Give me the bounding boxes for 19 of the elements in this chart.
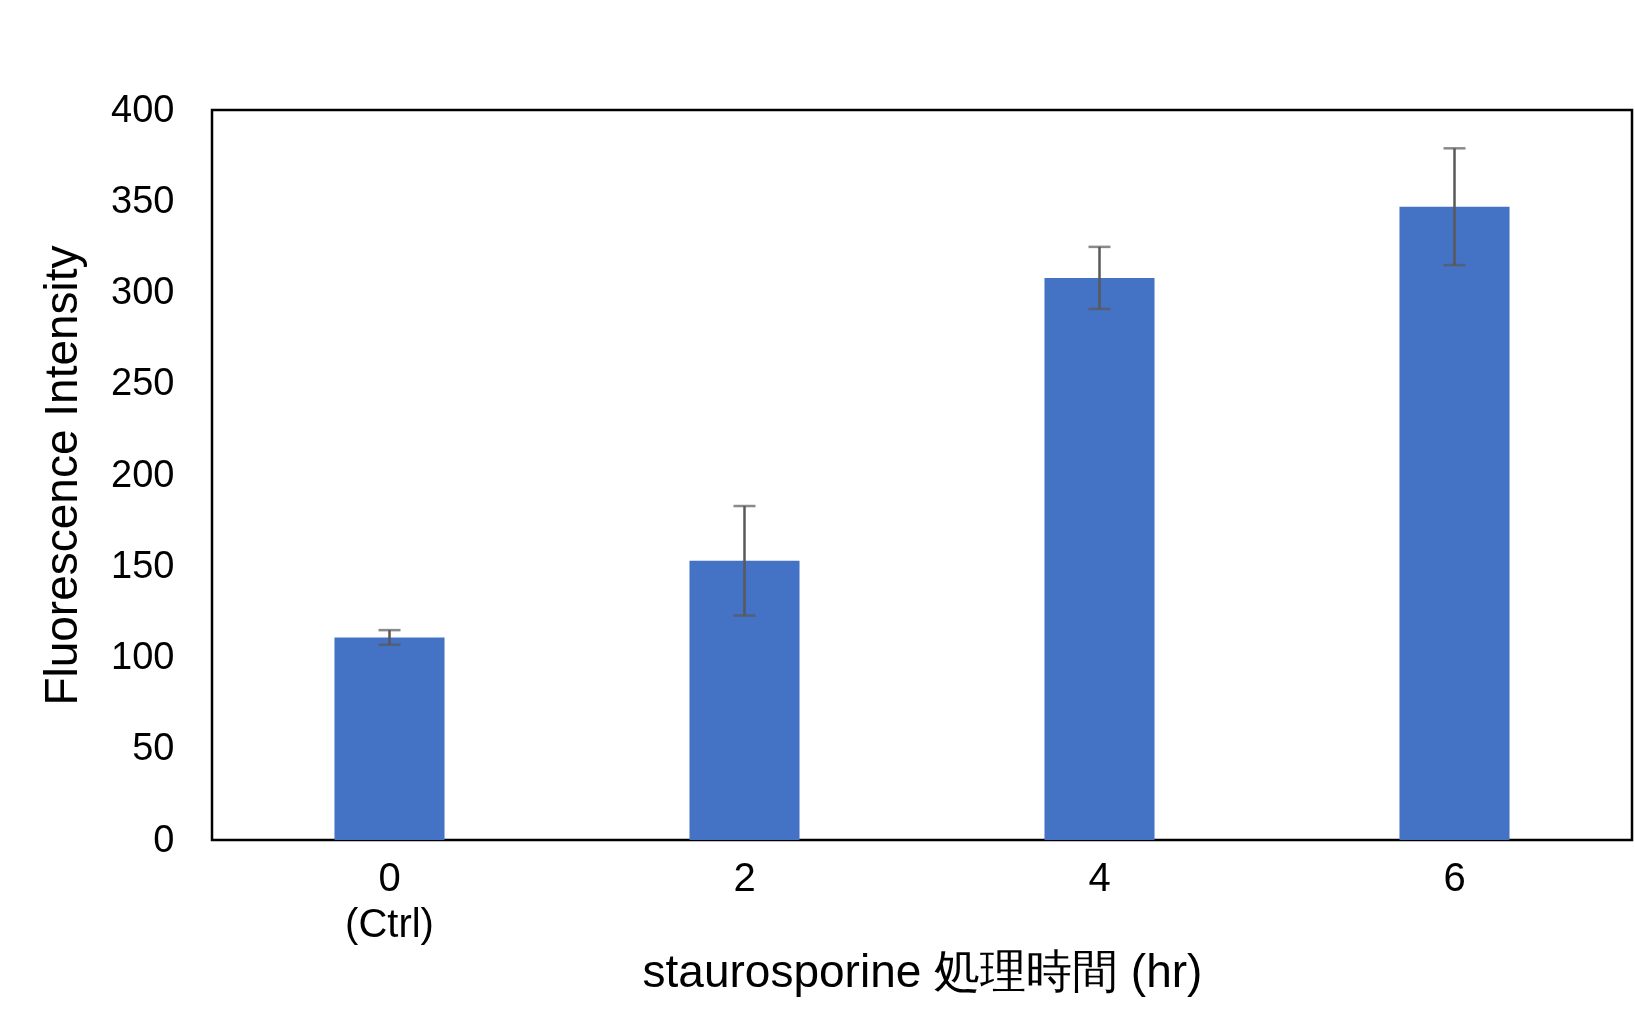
bar	[1399, 206, 1510, 840]
y-tick-label: 50	[132, 726, 175, 769]
bar	[689, 560, 800, 840]
y-axis-title: Fluorescence Intensity	[35, 245, 88, 706]
x-tick-label: 6	[1443, 854, 1466, 899]
y-tick-label: 300	[111, 270, 175, 312]
y-tick-label: 250	[111, 361, 175, 404]
bar	[334, 637, 445, 840]
y-tick-label: 0	[153, 817, 175, 860]
y-tick-label: 400	[111, 87, 175, 130]
x-tick-label: 0 (Ctrl)	[345, 854, 434, 945]
x-tick-label: 4	[1088, 854, 1111, 899]
bar	[1044, 277, 1155, 840]
x-tick-label: 2	[733, 854, 756, 899]
y-tick-label: 100	[111, 635, 175, 677]
y-tick-label: 150	[111, 543, 175, 586]
y-tick-label: 350	[111, 178, 175, 221]
y-tick-label: 200	[111, 452, 175, 495]
x-axis-title: staurosporine 処理時間 (hr)	[642, 944, 1203, 997]
